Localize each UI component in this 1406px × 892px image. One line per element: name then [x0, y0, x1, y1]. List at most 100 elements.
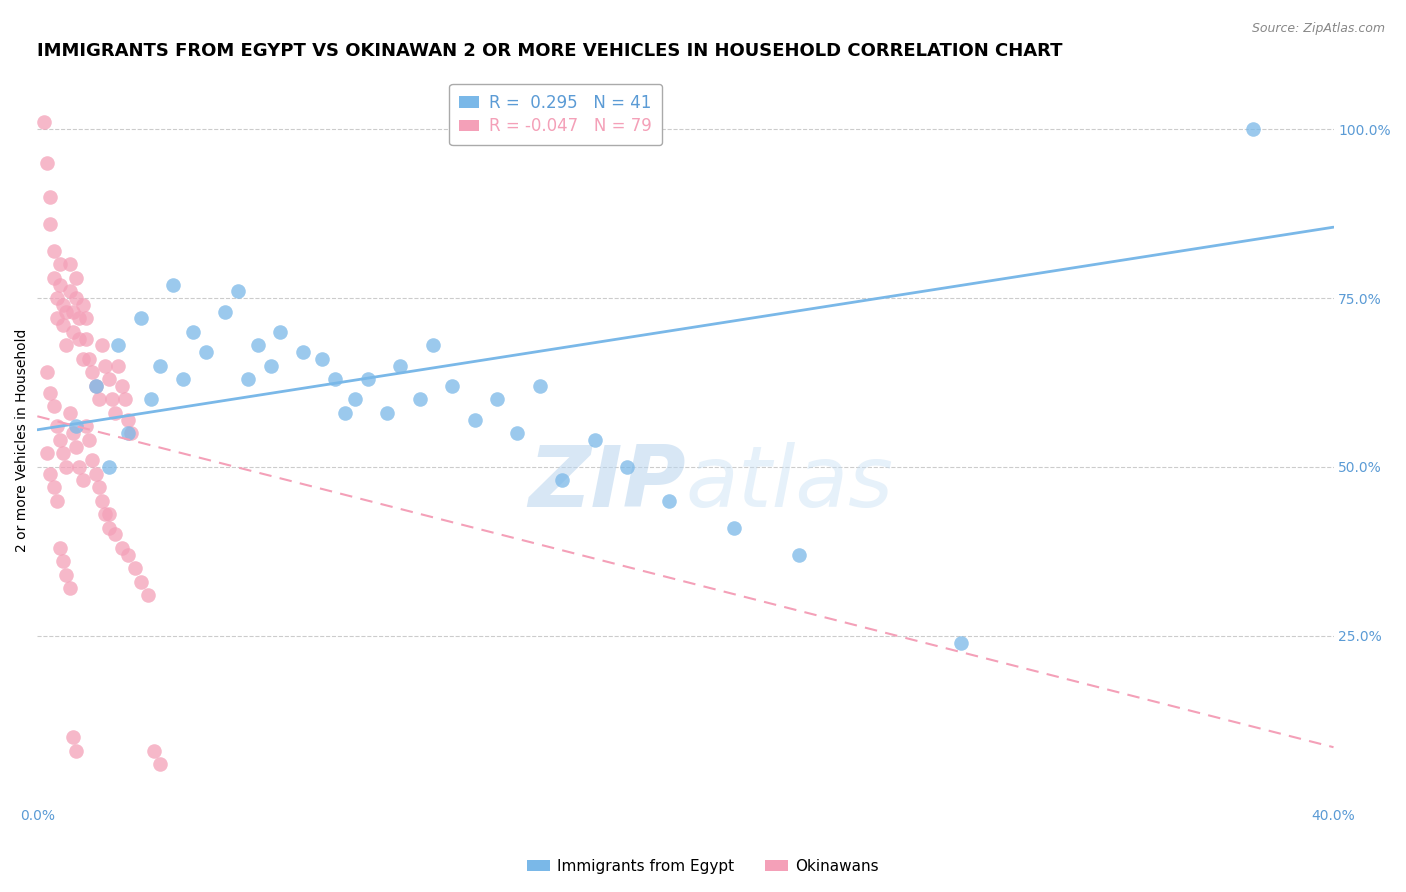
Point [110, 379, 132, 393]
Point [45, 311, 67, 326]
Point [52, 298, 75, 312]
Point [107, 338, 129, 352]
Point [84, 467, 107, 481]
Point [97, 372, 120, 386]
Point [259, 359, 281, 373]
Point [49, 541, 72, 555]
Point [65, 291, 87, 305]
Point [117, 548, 139, 562]
Point [59, 582, 82, 596]
Point [65, 440, 87, 454]
Point [52, 318, 75, 332]
Point [77, 351, 100, 366]
Point [117, 426, 139, 441]
Point [129, 311, 152, 326]
Point [107, 359, 129, 373]
Point [62, 730, 84, 744]
Point [91, 493, 114, 508]
Point [194, 345, 217, 359]
Point [181, 325, 204, 339]
Point [149, 757, 172, 772]
Point [84, 379, 107, 393]
Point [94, 359, 117, 373]
Point [45, 419, 67, 434]
Point [162, 277, 184, 292]
Point [104, 527, 127, 541]
Point [949, 635, 972, 649]
Point [214, 304, 236, 318]
Point [422, 338, 444, 352]
Point [55, 459, 77, 474]
Point [551, 474, 574, 488]
Point [97, 507, 120, 521]
Point [65, 419, 87, 434]
Point [1241, 122, 1264, 136]
Point [129, 574, 152, 589]
Legend: Immigrants from Egypt, Okinawans: Immigrants from Egypt, Okinawans [520, 853, 886, 880]
Point [75, 419, 97, 434]
Point [39, 190, 62, 204]
Point [172, 372, 194, 386]
Text: IMMIGRANTS FROM EGYPT VS OKINAWAN 2 OR MORE VEHICLES IN HOUSEHOLD CORRELATION CH: IMMIGRANTS FROM EGYPT VS OKINAWAN 2 OR M… [38, 42, 1063, 60]
Point [343, 392, 366, 407]
Point [149, 359, 172, 373]
Point [65, 743, 87, 757]
Point [35, 446, 58, 460]
Legend: R =  0.295   N = 41, R = -0.047   N = 79: R = 0.295 N = 41, R = -0.047 N = 79 [450, 84, 662, 145]
Point [69, 459, 91, 474]
Point [82, 453, 104, 467]
Point [311, 351, 333, 366]
Point [69, 311, 91, 326]
Point [409, 392, 432, 407]
Point [236, 372, 259, 386]
Point [97, 521, 120, 535]
Point [464, 412, 486, 426]
Point [62, 304, 84, 318]
Point [49, 257, 72, 271]
Point [357, 372, 380, 386]
Point [42, 270, 65, 285]
Point [120, 426, 142, 441]
Point [77, 433, 100, 447]
Point [52, 554, 75, 568]
Point [441, 379, 464, 393]
Point [136, 588, 159, 602]
Point [246, 338, 269, 352]
Point [35, 156, 58, 170]
Text: atlas: atlas [685, 442, 893, 525]
Point [72, 351, 94, 366]
Point [117, 412, 139, 426]
Point [583, 433, 606, 447]
Point [87, 480, 110, 494]
Point [101, 392, 124, 407]
Point [59, 406, 82, 420]
Point [75, 311, 97, 326]
Point [45, 493, 67, 508]
Text: ZIP: ZIP [527, 442, 685, 525]
Point [529, 379, 551, 393]
Point [39, 467, 62, 481]
Point [114, 392, 136, 407]
Point [226, 285, 249, 299]
Point [42, 244, 65, 258]
Point [325, 372, 347, 386]
Point [59, 285, 82, 299]
Point [45, 291, 67, 305]
Point [97, 459, 120, 474]
Point [658, 493, 681, 508]
Point [723, 521, 745, 535]
Point [39, 385, 62, 400]
Point [375, 406, 398, 420]
Point [84, 379, 107, 393]
Point [69, 332, 91, 346]
Point [59, 257, 82, 271]
Point [55, 338, 77, 352]
Point [39, 217, 62, 231]
Point [506, 426, 529, 441]
Y-axis label: 2 or more Vehicles in Household: 2 or more Vehicles in Household [15, 328, 30, 551]
Point [55, 568, 77, 582]
Point [335, 406, 357, 420]
Point [62, 426, 84, 441]
Point [389, 359, 412, 373]
Point [42, 480, 65, 494]
